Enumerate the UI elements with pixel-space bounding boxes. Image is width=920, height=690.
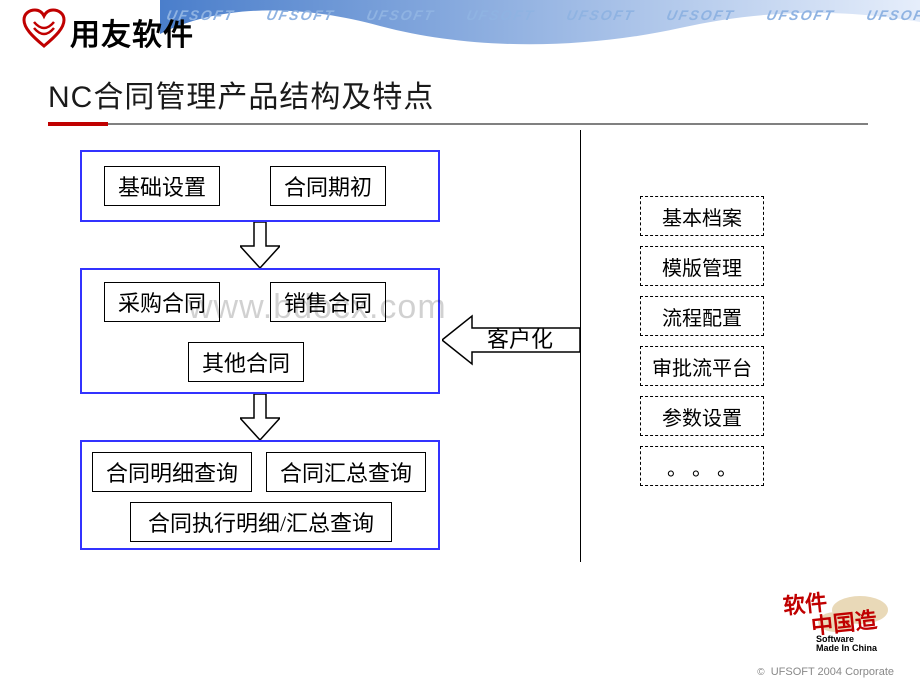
- arrow-left-customize: 客户化: [442, 314, 580, 366]
- svg-text:UFSOFT: UFSOFT: [865, 7, 920, 23]
- dashed-template: 模版管理: [640, 246, 764, 286]
- dashed-process: 流程配置: [640, 296, 764, 336]
- svg-text:UFSOFT: UFSOFT: [765, 7, 836, 23]
- node-other: 其他合同: [188, 342, 304, 382]
- svg-text:UFSOFT: UFSOFT: [665, 7, 736, 23]
- header-wave: UFSOFT UFSOFT UFSOFT UFSOFT UFSOFT UFSOF…: [160, 0, 920, 56]
- copyright-icon: ©: [757, 667, 764, 678]
- footer-text: UFSOFT 2004 Corporate: [771, 666, 894, 678]
- svg-text:UFSOFT: UFSOFT: [465, 7, 536, 23]
- dashed-more: 。 。 。: [640, 446, 764, 486]
- svg-text:UFSOFT: UFSOFT: [265, 7, 336, 23]
- svg-text:UFSOFT: UFSOFT: [365, 7, 436, 23]
- node-basic-setup: 基础设置: [104, 166, 220, 206]
- svg-text:Made In China: Made In China: [816, 643, 878, 652]
- vertical-divider: [580, 130, 581, 562]
- stamp-software-made-in-china: 软件 中国造 Software Made In China: [760, 590, 890, 652]
- node-purchase: 采购合同: [104, 282, 220, 322]
- node-summary-query: 合同汇总查询: [266, 452, 426, 492]
- node-contract-init: 合同期初: [270, 166, 386, 206]
- arrow-down-1: [240, 222, 280, 268]
- node-exec-query: 合同执行明细/汇总查询: [130, 502, 392, 542]
- title-wrap: NC合同管理产品结构及特点: [48, 72, 872, 124]
- title-underline: [48, 122, 868, 126]
- node-sales: 销售合同: [270, 282, 386, 322]
- arrow-left-label: 客户化: [487, 327, 553, 352]
- header: UFSOFT UFSOFT UFSOFT UFSOFT UFSOFT UFSOF…: [0, 0, 920, 62]
- node-detail-query: 合同明细查询: [92, 452, 252, 492]
- page-title: NC合同管理产品结构及特点: [48, 72, 872, 124]
- logo-text: 用友软件: [70, 10, 194, 54]
- logo-heart-icon: [22, 8, 66, 48]
- dashed-params: 参数设置: [640, 396, 764, 436]
- slide-root: UFSOFT UFSOFT UFSOFT UFSOFT UFSOFT UFSOF…: [0, 0, 920, 690]
- flowchart: 基础设置 合同期初 采购合同 销售合同 其他合同 合同明细查询 合同汇总查询 合…: [80, 150, 840, 610]
- dashed-approval: 审批流平台: [640, 346, 764, 386]
- dashed-basic-file: 基本档案: [640, 196, 764, 236]
- svg-text:UFSOFT: UFSOFT: [565, 7, 636, 23]
- arrow-down-2: [240, 394, 280, 440]
- footer: © UFSOFT 2004 Corporate: [757, 666, 894, 678]
